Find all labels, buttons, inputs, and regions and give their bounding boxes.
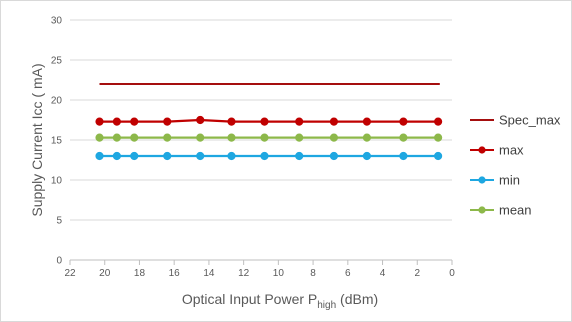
x-axis-title: Optical Input Power Phigh (dBm) — [182, 291, 378, 311]
x-tick-label: 8 — [310, 268, 316, 279]
legend-swatch-marker — [478, 176, 486, 184]
x-tick-label: 4 — [380, 268, 386, 279]
legend-label: min — [499, 173, 520, 188]
data-point-max — [130, 117, 139, 126]
x-tick-label: 2 — [414, 268, 420, 279]
x-axis-title-subscript: high — [317, 300, 336, 311]
data-point-mean — [130, 133, 139, 142]
data-point-mean — [227, 133, 236, 142]
data-point-mean — [95, 133, 104, 142]
data-point-max — [329, 117, 339, 126]
legend-item-mean: mean — [470, 203, 532, 218]
data-point-min — [196, 151, 205, 161]
legend-item-spec-max: Spec_max — [470, 113, 561, 128]
data-point-min — [260, 151, 269, 161]
data-point-min — [399, 151, 408, 161]
x-tick-label: 6 — [345, 268, 351, 279]
data-point-mean — [260, 133, 269, 142]
legend-item-min: min — [470, 173, 520, 188]
data-point-max — [399, 117, 408, 126]
data-point-min — [112, 151, 121, 161]
data-point-mean — [163, 133, 172, 142]
data-point-max — [112, 117, 121, 126]
data-point-min — [227, 151, 236, 161]
legend-label: max — [499, 143, 524, 158]
data-point-min — [434, 151, 443, 161]
legend-item-max: max — [470, 143, 524, 158]
data-point-mean — [112, 133, 121, 142]
data-point-mean — [434, 133, 443, 142]
y-tick-label: 30 — [51, 16, 63, 27]
data-point-max — [95, 117, 104, 126]
series-layer — [95, 83, 443, 161]
data-point-min — [329, 151, 339, 161]
legend-label: mean — [499, 203, 532, 218]
data-point-mean — [329, 133, 339, 142]
data-point-max — [362, 117, 372, 126]
data-point-max — [196, 115, 205, 125]
x-tick-label: 12 — [238, 268, 250, 279]
data-point-min — [95, 151, 104, 161]
legend-swatch-marker — [478, 206, 486, 214]
x-tick-label: 0 — [449, 268, 455, 279]
data-point-min — [130, 151, 139, 161]
y-tick-label: 25 — [51, 56, 63, 67]
legend-label: Spec_max — [499, 113, 561, 128]
x-tick-label: 20 — [99, 268, 111, 279]
data-point-mean — [196, 133, 205, 142]
y-tick-label: 5 — [56, 216, 62, 227]
data-point-max — [434, 117, 443, 126]
legend-swatch-marker — [478, 146, 486, 154]
data-point-min — [295, 151, 304, 161]
data-point-min — [163, 151, 172, 161]
x-axis-title-main: Optical Input Power P — [182, 291, 317, 307]
data-point-mean — [362, 133, 372, 142]
x-tick-label: 22 — [64, 268, 76, 279]
x-tick-label: 16 — [169, 268, 181, 279]
data-point-max — [227, 117, 236, 126]
data-point-max — [295, 117, 304, 126]
y-tick-label: 20 — [51, 96, 63, 107]
y-axis-title: Supply Current Icc ( mA) — [29, 63, 45, 216]
data-point-min — [362, 151, 372, 161]
y-tick-label: 15 — [51, 136, 63, 147]
x-tick-label: 14 — [203, 268, 215, 279]
data-point-max — [163, 117, 172, 126]
x-tick-label: 10 — [273, 268, 285, 279]
y-tick-label: 0 — [56, 256, 62, 267]
data-point-mean — [399, 133, 408, 142]
x-axis-title-unit: (dBm) — [336, 291, 378, 307]
data-point-max — [260, 117, 269, 126]
y-tick-label: 10 — [51, 176, 63, 187]
x-tick-label: 18 — [134, 268, 146, 279]
data-point-mean — [295, 133, 304, 142]
